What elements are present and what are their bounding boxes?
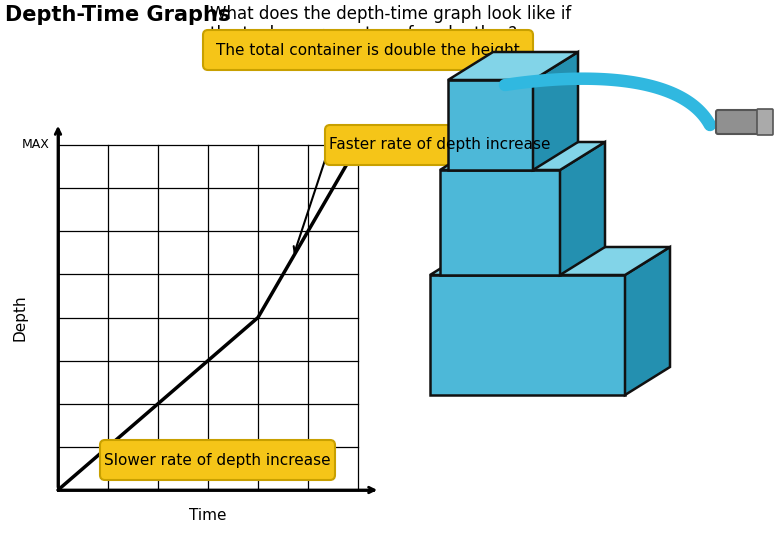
Polygon shape [533,52,578,170]
Text: Depth: Depth [12,294,27,341]
FancyBboxPatch shape [100,440,335,480]
Text: The total container is double the height: The total container is double the height [216,43,520,57]
Text: Depth-Time Graphs: Depth-Time Graphs [5,5,230,25]
Polygon shape [430,275,625,395]
Polygon shape [560,142,605,275]
Text: Faster rate of depth increase: Faster rate of depth increase [329,138,551,152]
Polygon shape [448,80,533,170]
Polygon shape [430,247,670,275]
Text: Slower rate of depth increase: Slower rate of depth increase [105,453,331,468]
FancyBboxPatch shape [757,109,773,135]
Polygon shape [440,142,605,170]
Text: What does the depth-time graph look like if: What does the depth-time graph look like… [210,5,571,23]
Text: Time: Time [190,508,227,523]
Polygon shape [448,52,578,80]
Polygon shape [625,247,670,395]
FancyBboxPatch shape [203,30,533,70]
Polygon shape [440,170,560,275]
Text: the tanks were on top of each other?: the tanks were on top of each other? [210,25,517,43]
Text: MAX: MAX [22,138,50,152]
FancyBboxPatch shape [325,125,555,165]
FancyBboxPatch shape [716,110,762,134]
